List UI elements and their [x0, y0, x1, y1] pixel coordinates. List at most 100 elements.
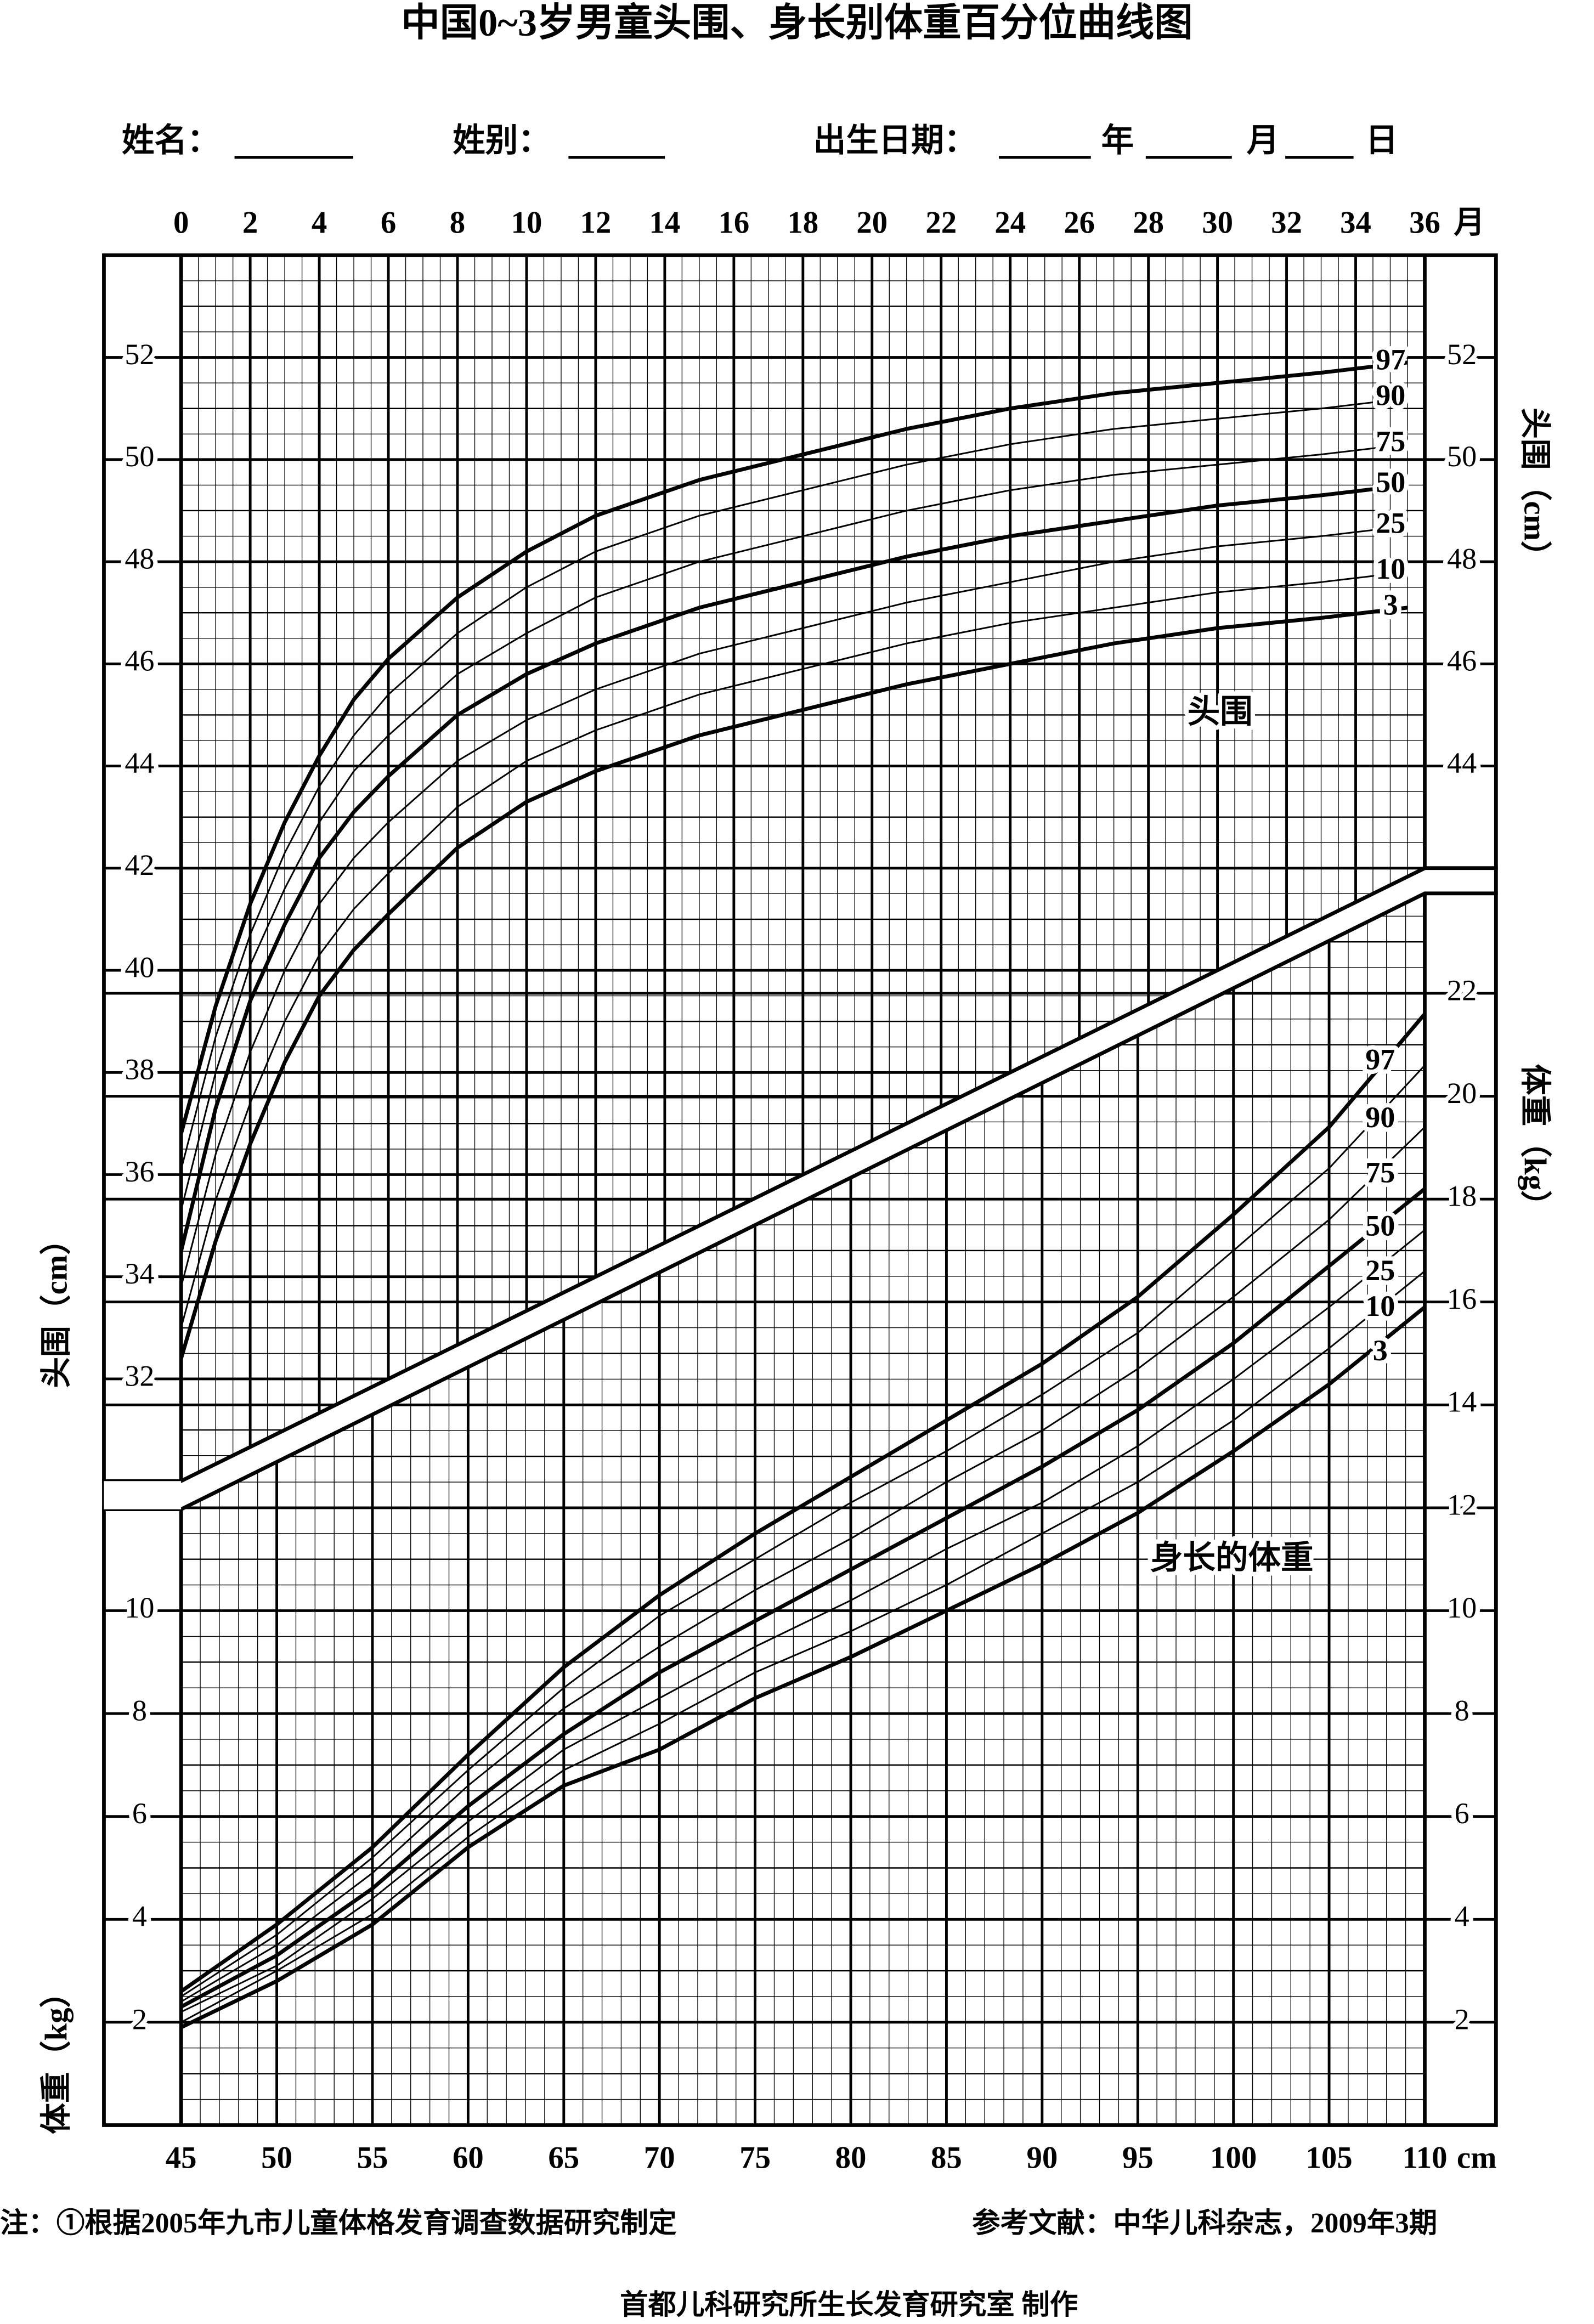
- curves: [181, 1013, 1425, 2029]
- x-unit: cm: [1457, 2140, 1497, 2175]
- x-tick-label: 6: [381, 205, 396, 240]
- y-tick-label: 10: [125, 1591, 154, 1624]
- chart-title: 身长的体重: [1150, 1540, 1314, 1576]
- y-tick-label: 6: [132, 1797, 147, 1830]
- curve-label: 3: [1383, 588, 1398, 621]
- y-tick-label: 50: [125, 440, 154, 473]
- y2-tick-label: 50: [1447, 440, 1477, 473]
- curve-label: 10: [1376, 552, 1405, 585]
- y2-tick-label: 14: [1447, 1386, 1477, 1418]
- y2-tick-label: 48: [1447, 542, 1477, 575]
- x-tick-label: 95: [1122, 2140, 1154, 2175]
- y-tick-label: 4: [132, 1900, 147, 1933]
- x-tick-label: 75: [739, 2140, 771, 2175]
- y2-axis-title: 体重（kg）: [1517, 1064, 1552, 1222]
- y2-tick-label: 16: [1447, 1282, 1477, 1315]
- y-tick-label: 46: [125, 644, 154, 677]
- x-tick-label: 8: [450, 205, 465, 240]
- curve-label: 97: [1365, 1043, 1395, 1076]
- note: 参考文献：中华儿科杂志，2009年3期: [972, 2208, 1437, 2239]
- x-tick-label: 0: [173, 205, 189, 240]
- chart: 2 4 6 8 10 2 4 6 8 10 12 14 16 18 20 22 45 50 55 60 65 70 75 80…: [39, 891, 1552, 2175]
- y2-tick-label: 2: [1455, 2003, 1469, 2035]
- x-tick-label: 2: [242, 205, 258, 240]
- x-tick-label: 16: [718, 205, 749, 240]
- x-tick-label: 80: [835, 2140, 867, 2175]
- y2-tick-label: 46: [1447, 644, 1477, 677]
- y-tick-label: 38: [125, 1053, 154, 1086]
- x-tick-label: 22: [925, 205, 957, 240]
- percentile-curve: [181, 1065, 1425, 1998]
- x-tick-label: 32: [1271, 205, 1302, 240]
- x-tick-label: 26: [1064, 205, 1095, 240]
- curve-label: 75: [1376, 425, 1405, 457]
- y-tick-label: 42: [125, 849, 154, 881]
- percentile-curve: [181, 483, 1408, 1252]
- curve-label: 90: [1376, 379, 1405, 412]
- percentile-curve: [181, 1187, 1425, 2009]
- x-tick-label: 4: [312, 205, 327, 240]
- x-tick-label: 45: [166, 2140, 197, 2175]
- x-tick-label: 105: [1305, 2140, 1352, 2175]
- curve-label: 97: [1376, 343, 1405, 376]
- y-tick-label: 44: [125, 747, 154, 779]
- x-tick-label: 65: [548, 2140, 579, 2175]
- x-tick-label: 28: [1133, 205, 1164, 240]
- x-tick-label: 10: [511, 205, 542, 240]
- percentile-curve: [181, 571, 1408, 1328]
- y-axis-title: 体重（kg）: [39, 1977, 74, 2134]
- x-tick-label: 85: [931, 2140, 962, 2175]
- curve-label: 3: [1373, 1334, 1388, 1367]
- form-label: 月: [1247, 122, 1280, 159]
- y2-tick-label: 12: [1447, 1488, 1477, 1521]
- y-tick-label: 8: [132, 1694, 147, 1727]
- form-label: 日: [1365, 122, 1398, 159]
- y-tick-label: 40: [125, 951, 154, 983]
- page-title: 中国0~3岁男童头围、身长别体重百分位曲线图: [401, 2, 1192, 44]
- percentile-curve: [181, 1270, 1425, 2023]
- curve-label: 90: [1365, 1101, 1395, 1134]
- percentile-curve: [181, 525, 1408, 1287]
- x-tick-label: 55: [357, 2140, 388, 2175]
- y-tick-label: 2: [132, 2003, 147, 2035]
- y2-tick-label: 8: [1455, 1694, 1469, 1727]
- form-label: 年: [1101, 122, 1134, 159]
- y2-tick-label: 10: [1447, 1591, 1477, 1624]
- x-tick-label: 12: [580, 205, 612, 240]
- x-tick-label: 90: [1026, 2140, 1058, 2175]
- x-tick-label: 110: [1402, 2140, 1447, 2175]
- y-tick-label: 36: [125, 1155, 154, 1188]
- form: 姓名： 姓别： 出生日期： 年 月 日: [122, 122, 1398, 159]
- form-label: 出生日期：: [813, 122, 977, 159]
- curves: [181, 360, 1408, 1359]
- percentile-curve: [181, 1229, 1425, 2013]
- curve-label: 25: [1376, 506, 1405, 539]
- y2-tick-label: 18: [1447, 1180, 1477, 1213]
- curve-label: 75: [1365, 1156, 1395, 1189]
- x-tick-label: 24: [994, 205, 1026, 240]
- x-tick-label: 36: [1409, 205, 1440, 240]
- percentile-curve: [181, 443, 1408, 1211]
- percentile-curve: [181, 606, 1408, 1359]
- curve-label: 25: [1365, 1254, 1395, 1287]
- curve-label: 50: [1365, 1209, 1395, 1242]
- y2-tick-label: 6: [1455, 1797, 1469, 1830]
- y2-axis-title: 头围（cm）: [1517, 408, 1552, 572]
- y-tick-label: 48: [125, 542, 154, 575]
- y2-tick-label: 20: [1447, 1077, 1477, 1110]
- x-tick-label: 20: [856, 205, 888, 240]
- x-tick-label: 34: [1340, 205, 1371, 240]
- y2-tick-label: 22: [1447, 974, 1477, 1006]
- x-tick-label: 18: [787, 205, 818, 240]
- note: 注：①根据2005年九市儿童体格发育调查数据研究制定: [0, 2208, 676, 2239]
- x-tick-label: 50: [261, 2140, 292, 2175]
- y-tick-label: 32: [125, 1359, 154, 1392]
- percentile-curve: [181, 1013, 1425, 1993]
- y2-tick-label: 4: [1455, 1900, 1469, 1933]
- chart-title: 头围: [1188, 694, 1253, 730]
- y-axis-title: 头围（cm）: [39, 1224, 74, 1388]
